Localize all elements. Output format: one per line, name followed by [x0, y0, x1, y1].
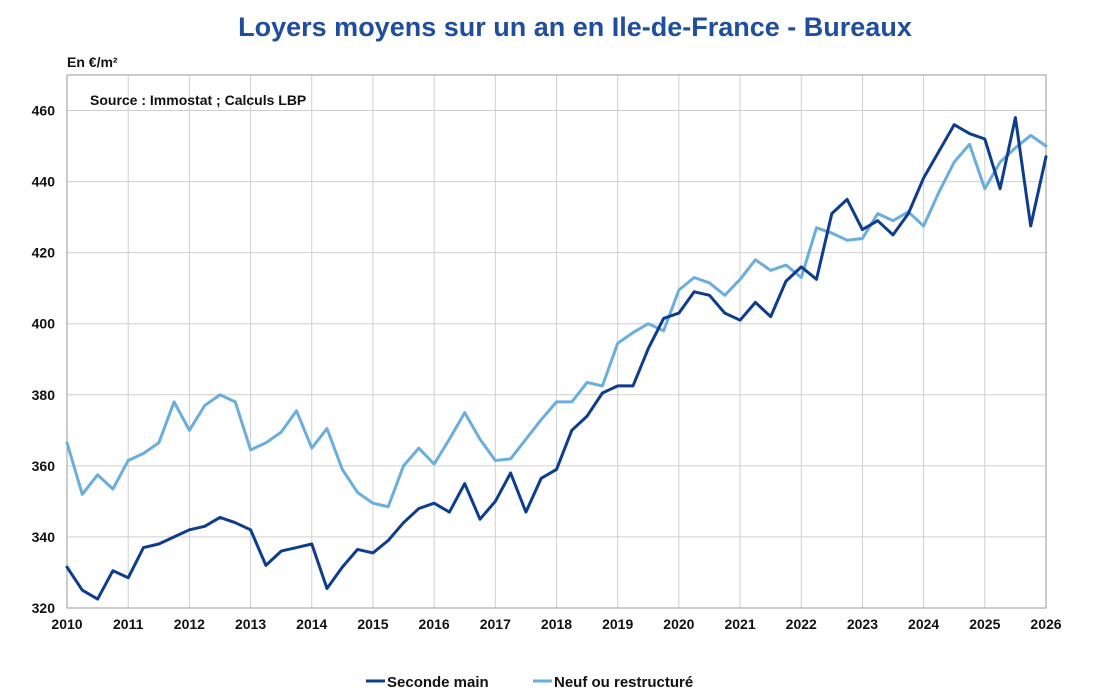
x-tick-label: 2016 — [419, 616, 450, 632]
y-tick-label: 320 — [32, 600, 56, 616]
plot-frame — [66, 74, 1047, 609]
series-layer — [65, 116, 1048, 601]
y-tick-label: 380 — [32, 387, 56, 403]
chart-title: Loyers moyens sur un an en Ile-de-France… — [238, 12, 912, 42]
x-tick-label: 2010 — [51, 616, 82, 632]
x-tick-label: 2026 — [1030, 616, 1061, 632]
x-axis-ticks: 2010 2011 2012 2013 2014 2015 2016 2017 2018 2019… — [51, 616, 1061, 632]
x-tick-label: 2012 — [174, 616, 205, 632]
x-tick-label: 2023 — [847, 616, 878, 632]
x-tick-label: 2024 — [908, 616, 939, 632]
x-tick-label: 2025 — [969, 616, 1000, 632]
source-annotation: Source : Immostat ; Calculs LBP — [90, 92, 306, 108]
y-tick-label: 400 — [32, 316, 56, 332]
x-tick-label: 2015 — [357, 616, 388, 632]
grid — [66, 75, 1047, 609]
y-tick-label: 340 — [32, 529, 56, 545]
legend: Seconde main Neuf ou restructuré — [366, 674, 693, 691]
x-tick-label: 2013 — [235, 616, 266, 632]
series-line — [65, 116, 1048, 601]
x-tick-label: 2019 — [602, 616, 633, 632]
y-tick-label: 460 — [32, 103, 56, 119]
y-tick-label: 360 — [32, 458, 56, 474]
x-tick-label: 2017 — [480, 616, 511, 632]
series-line — [65, 133, 1048, 509]
legend-label: Neuf ou restructuré — [554, 674, 693, 691]
y-axis-ticks: 320 340 360 380 400 420 440 460 — [32, 103, 56, 616]
y-axis-unit-label: En €/m² — [67, 54, 118, 70]
x-tick-label: 2021 — [724, 616, 755, 632]
x-tick-label: 2014 — [296, 616, 327, 632]
x-tick-label: 2011 — [113, 616, 144, 632]
y-tick-label: 440 — [32, 174, 56, 190]
y-tick-label: 420 — [32, 245, 56, 261]
legend-label: Seconde main — [387, 674, 489, 691]
x-tick-label: 2022 — [786, 616, 817, 632]
x-tick-label: 2020 — [663, 616, 694, 632]
x-tick-label: 2018 — [541, 616, 572, 632]
